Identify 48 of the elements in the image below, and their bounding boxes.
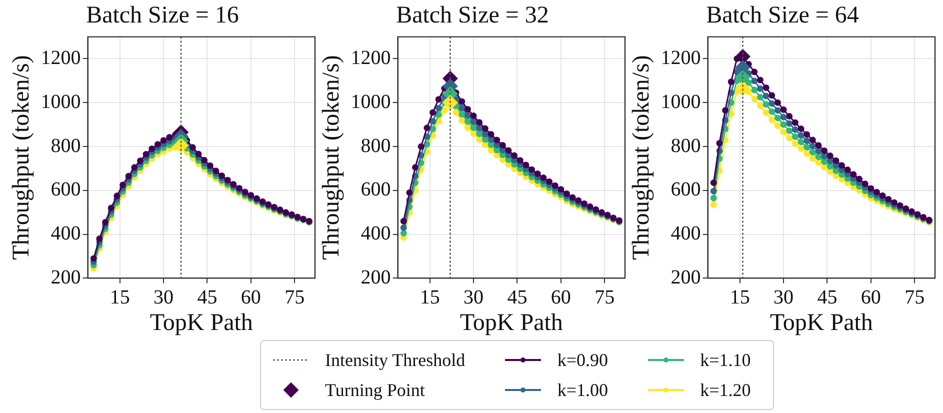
x-tick-label: 30 [774,286,794,308]
x-tick-label: 60 [240,286,261,308]
legend-label: Turning Point [325,380,425,400]
y-tick-label: 400 [670,222,701,245]
y-tick-label: 1000 [660,90,701,113]
x-axis-title: TopK Path [460,310,563,336]
x-tick-label: 30 [464,286,484,308]
legend-label: k=1.00 [557,380,608,400]
y-tick-label: 600 [670,178,701,201]
chart-title: Batch Size = 64 [706,2,859,29]
x-tick-label: 15 [730,286,750,308]
y-tick-label: 800 [50,134,81,157]
y-tick-label: 1000 [40,90,81,113]
y-tick-label: 200 [360,266,391,288]
y-axis-title: Throughput (token/s) [318,55,345,260]
x-tick-label: 75 [594,286,615,308]
chart-title: Batch Size = 16 [86,2,239,29]
y-axis-title: Throughput (token/s) [628,55,655,260]
y-tick-label: 200 [50,266,81,288]
x-tick-label: 45 [197,286,218,308]
y-tick-label: 400 [360,222,391,245]
x-tick-label: 45 [817,286,838,308]
y-tick-label: 1200 [40,46,81,69]
x-tick-label: 30 [154,286,174,308]
y-tick-label: 400 [50,222,81,245]
chart-title: Batch Size = 32 [396,2,549,29]
y-tick-label: 600 [360,178,391,201]
x-axis-title: TopK Path [150,310,253,336]
x-tick-label: 75 [284,286,305,308]
y-axis-title: Throughput (token/s) [8,55,35,260]
x-tick-label: 15 [420,286,440,308]
x-axis-title: TopK Path [770,310,873,336]
x-tick-label: 60 [550,286,571,308]
legend-label: Intensity Threshold [325,350,466,370]
x-tick-label: 75 [904,286,925,308]
x-tick-label: 60 [860,286,881,308]
y-tick-label: 1200 [660,46,701,69]
x-tick-label: 45 [507,286,528,308]
y-tick-label: 200 [670,266,701,288]
legend-label: k=1.20 [700,380,751,400]
y-tick-label: 1200 [350,46,391,69]
y-tick-label: 600 [50,178,81,201]
y-tick-label: 800 [670,134,701,157]
y-tick-label: 800 [360,134,391,157]
y-tick-label: 1000 [350,90,391,113]
x-tick-label: 15 [110,286,130,308]
legend-label: k=1.10 [700,350,751,370]
legend-label: k=0.90 [557,350,608,370]
